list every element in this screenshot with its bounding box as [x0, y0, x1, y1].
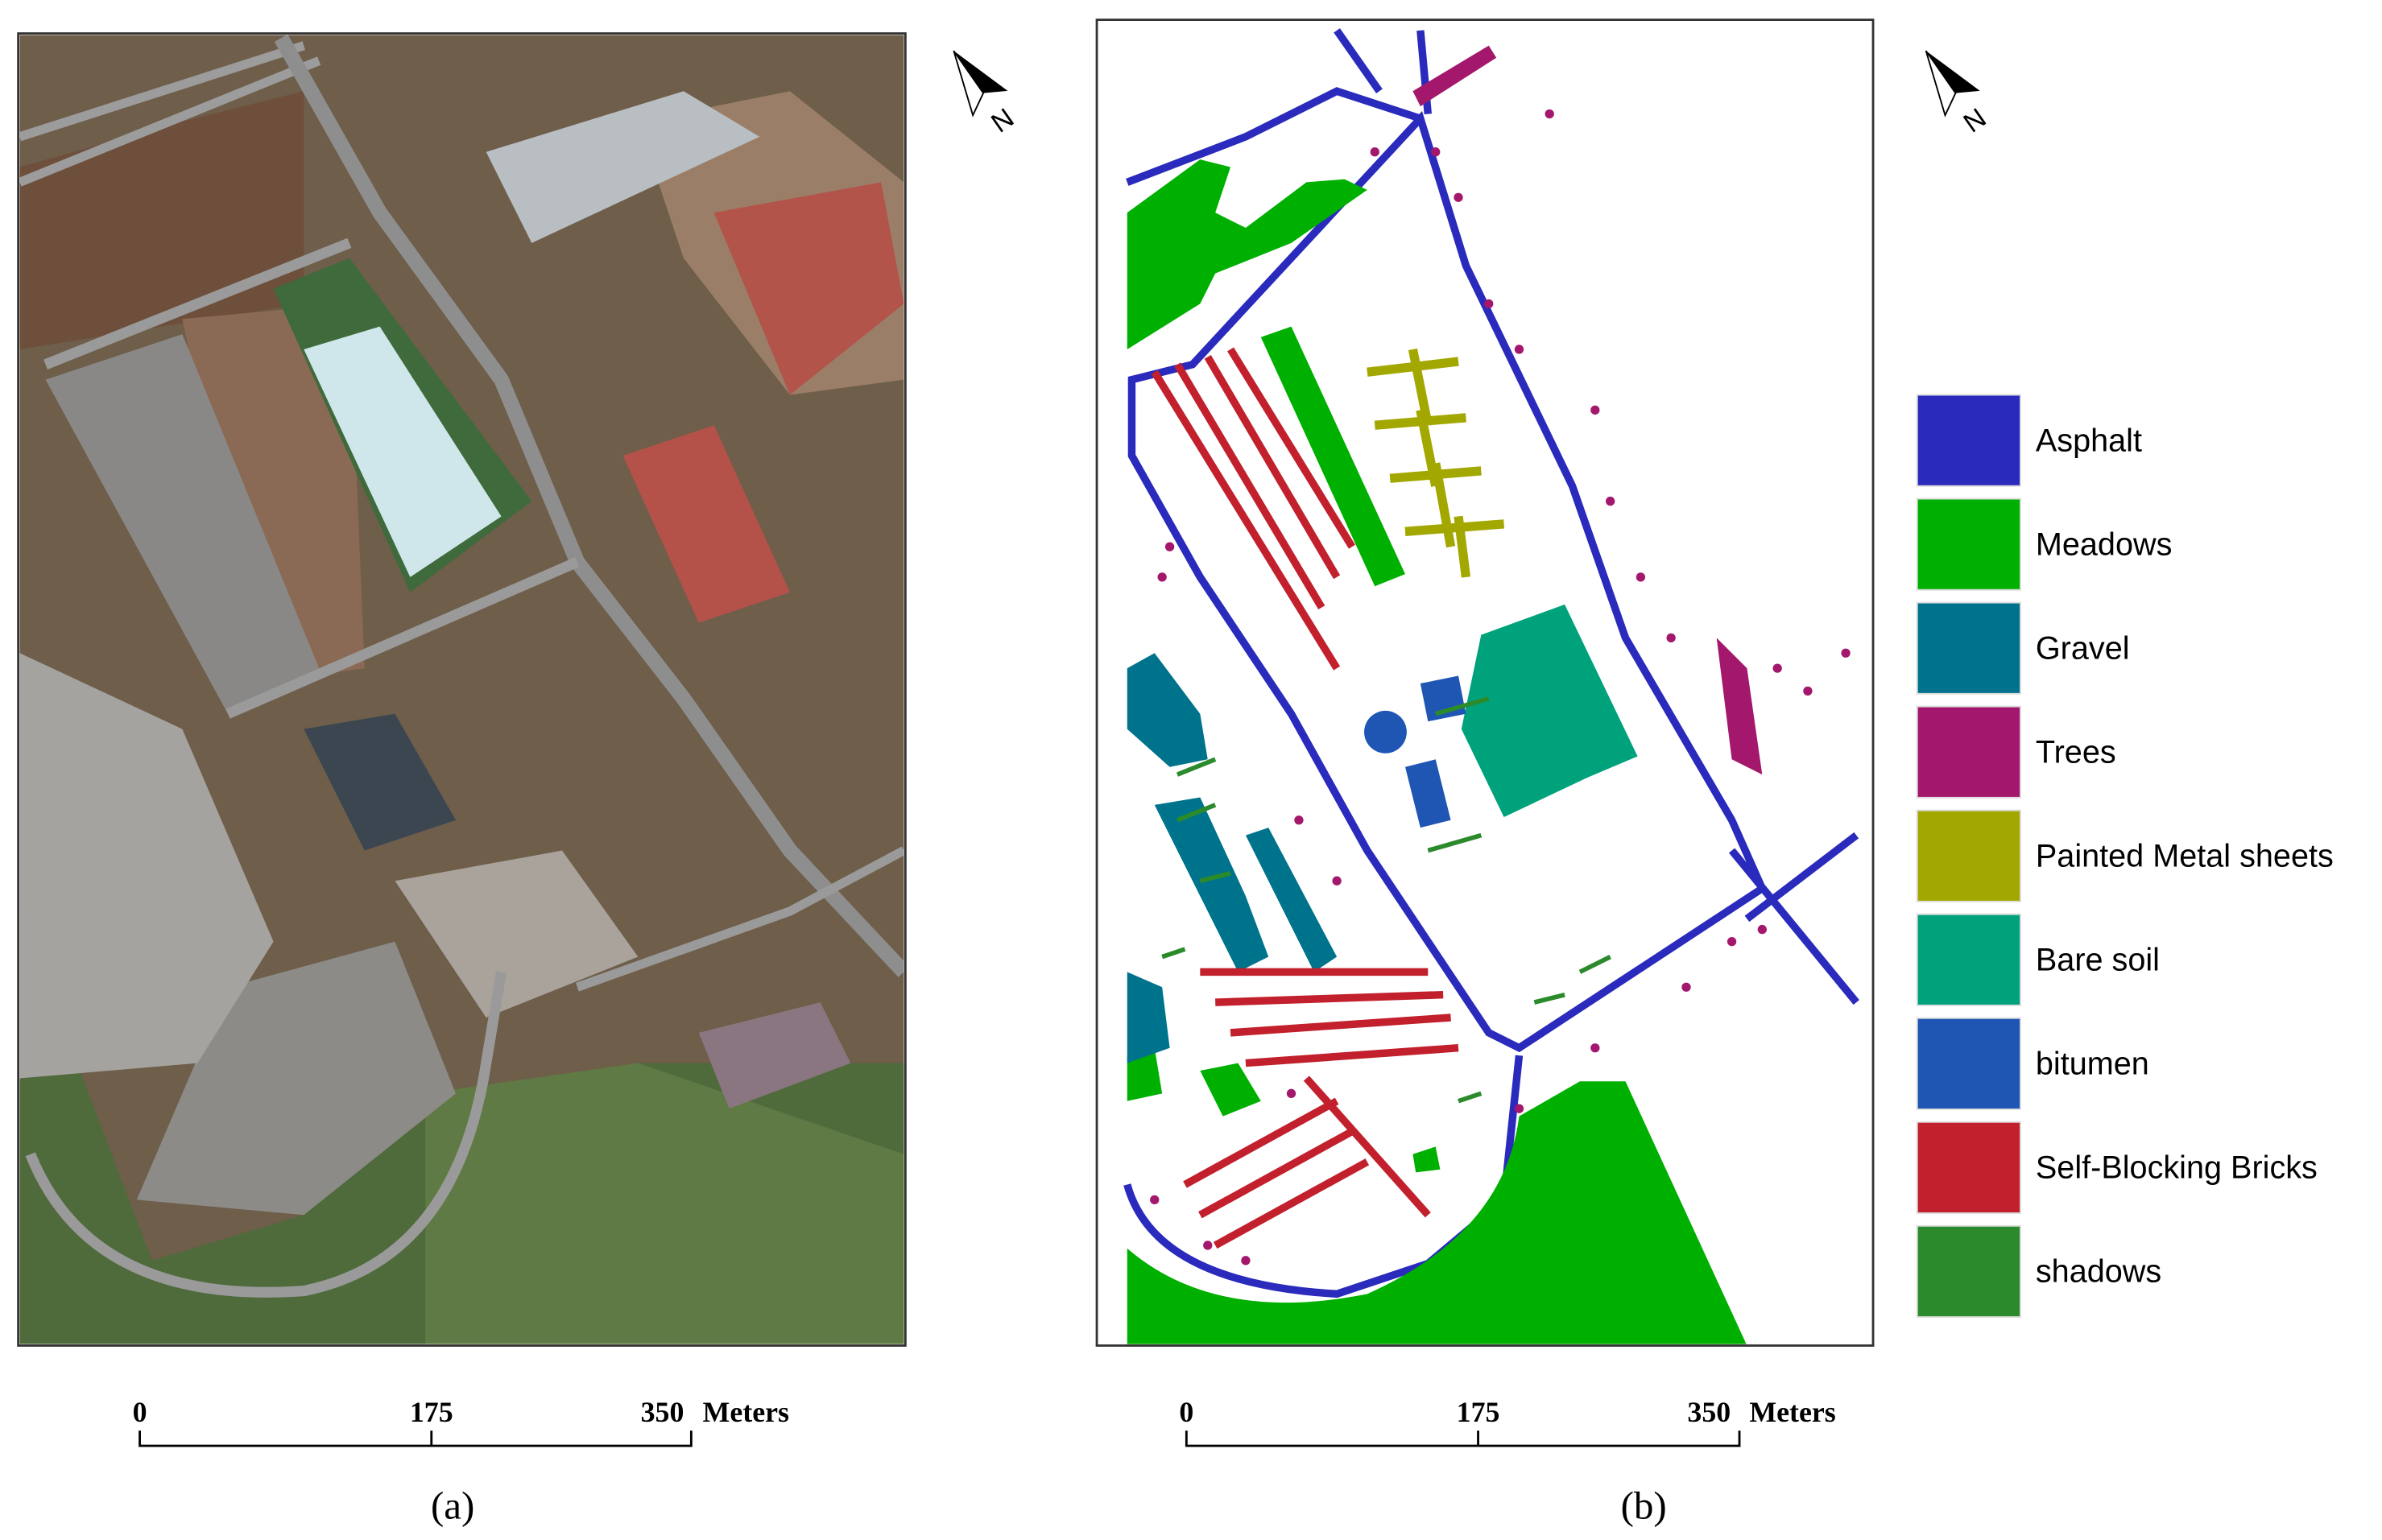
- legend-swatch: [1916, 394, 2021, 487]
- legend-label: bitumen: [2036, 1047, 2149, 1082]
- bare-soil-region: [1461, 604, 1638, 817]
- meadows-region: [1127, 159, 1367, 349]
- legend-label: Meadows: [2036, 526, 2173, 562]
- north-arrow: N: [953, 50, 1019, 139]
- ground-truth-map: [1123, 28, 1859, 1344]
- legend-label: Bare soil: [2036, 943, 2160, 978]
- caption: (b): [1621, 1484, 1667, 1528]
- legend-swatch: [1916, 913, 2021, 1006]
- bitumen-region: [1404, 675, 1466, 828]
- scale-label: 350: [641, 1396, 684, 1428]
- legend-swatch: [1916, 809, 2021, 902]
- legend-swatch: [1916, 601, 2021, 695]
- legend-label: Gravel: [2036, 630, 2130, 666]
- legend-swatch: [1916, 1121, 2021, 1214]
- bitumen-region: [1364, 710, 1407, 753]
- aerial-image: [19, 35, 904, 1344]
- meadows-region: [1260, 326, 1405, 587]
- scale-label: 0: [1179, 1396, 1193, 1428]
- scale-unit: Meters: [1749, 1396, 1835, 1428]
- bricks-region: [1151, 347, 1459, 1249]
- legend-label: shadows: [2036, 1254, 2161, 1290]
- legend-label: Painted Metal sheets: [2036, 838, 2334, 873]
- scale-unit: Meters: [703, 1396, 789, 1428]
- legend-swatch: [1916, 1017, 2021, 1110]
- legend-swatch: [1916, 705, 2021, 799]
- legend-label: Asphalt: [2036, 423, 2142, 458]
- meadows-region: [1127, 1081, 1747, 1344]
- legend-swatch: [1916, 1224, 2021, 1318]
- scale-label: 175: [410, 1396, 453, 1428]
- meadows-region: [1127, 1047, 1441, 1173]
- legend-label: Self-Blocking Bricks: [2036, 1150, 2318, 1186]
- legend: Asphalt Meadows Gravel Trees Painted Metal s…: [1916, 394, 2334, 1318]
- shadows-region: [1161, 696, 1611, 1104]
- trees-region: [1150, 109, 1851, 1265]
- caption: (a): [431, 1484, 474, 1528]
- north-arrow: N: [1925, 50, 1992, 139]
- trees-region: [1412, 45, 1763, 775]
- scale-label: 175: [1457, 1396, 1500, 1428]
- asphalt-region: [1123, 28, 1859, 1298]
- north-label: N: [1958, 102, 1992, 138]
- legend-label: Trees: [2036, 734, 2116, 770]
- legend-swatch: [1916, 498, 2021, 591]
- gravel-region: [1127, 653, 1338, 1063]
- north-label: N: [986, 102, 1019, 138]
- scale-label: 350: [1687, 1396, 1731, 1428]
- painted-metal-region: [1367, 348, 1505, 578]
- scale-label: 0: [133, 1396, 147, 1428]
- scale-bar: [139, 1431, 1741, 1447]
- panel-frame: [17, 32, 907, 1347]
